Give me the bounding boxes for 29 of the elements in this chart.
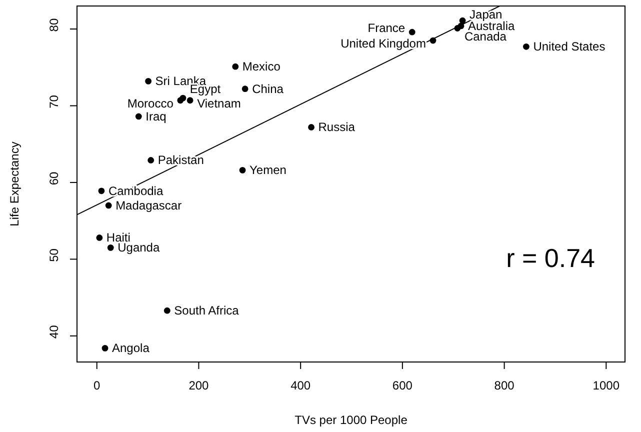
y-tick-label: 50 (47, 248, 61, 262)
series-label: Uganda (118, 240, 160, 255)
series-label: Russia (318, 120, 356, 134)
annotation: r = 0.74 (506, 243, 595, 273)
x-tick-label: 400 (290, 378, 311, 393)
series-label: South Africa (174, 304, 240, 318)
x-tick-label: 800 (494, 378, 515, 393)
series-label: Yemen (250, 163, 286, 178)
y-tick-label: 80 (47, 18, 61, 32)
series-label: Morocco (127, 96, 174, 110)
series-label: Canada (464, 29, 507, 44)
x-tick-label: 1000 (592, 378, 620, 393)
x-tick-label: 600 (392, 378, 413, 393)
y-axis-title: Life Expectancy (7, 142, 22, 226)
series-label: China (252, 82, 284, 96)
series-label: Vietnam (197, 96, 241, 110)
series-label: United Kingdom (340, 36, 426, 51)
series-label: United States (533, 40, 606, 54)
y-tick-label: 70 (47, 94, 61, 108)
series-label: Mexico (242, 60, 281, 74)
y-tick-label: 60 (47, 171, 61, 186)
series-label: France (368, 21, 406, 36)
x-axis-title: TVs per 1000 People (294, 413, 408, 427)
y-tick-label: 40 (47, 324, 61, 339)
series-label: Angola (112, 341, 150, 356)
series-label: Iraq (146, 109, 166, 124)
x-tick-label: 200 (188, 378, 210, 393)
series-label: Madagascar (116, 198, 182, 212)
x-tick-label: 0 (94, 378, 101, 393)
